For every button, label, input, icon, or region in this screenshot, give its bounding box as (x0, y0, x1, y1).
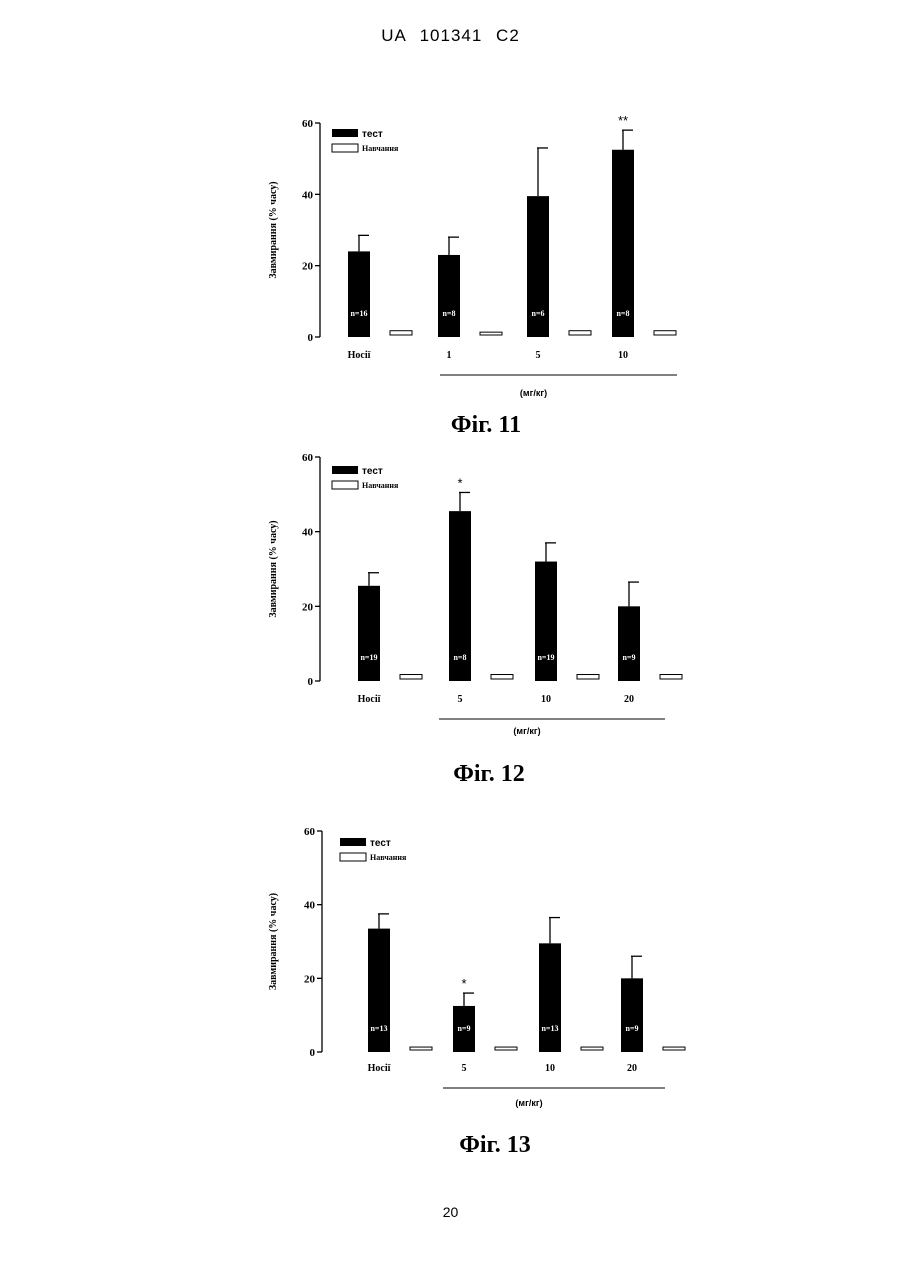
significance-marker: * (461, 976, 466, 991)
n-label: n=19 (537, 653, 554, 662)
x-category-label: 5 (536, 350, 541, 361)
y-tick-label: 60 (302, 452, 314, 464)
figure-11: 0 20 40 60 Завмирання (% часу) n=16 Носії n=8 1 n… (250, 110, 690, 460)
legend-swatch-training (340, 853, 366, 861)
bar-chart: 0 20 40 60 Завмирання (% часу) n=19 Носії n=8 * 5… (250, 446, 690, 796)
test-bar (438, 255, 460, 337)
y-tick-label: 40 (302, 527, 314, 539)
training-bar (663, 1047, 685, 1050)
n-label: n=19 (360, 653, 377, 662)
x-category-label: Носії (358, 694, 381, 705)
training-bar (495, 1047, 517, 1050)
bar-chart: 0 20 40 60 Завмирання (% часу) n=16 Носії n=8 1 n… (250, 110, 690, 460)
training-bar (400, 675, 422, 679)
x-category-label: 10 (545, 1063, 555, 1074)
training-bar (569, 331, 591, 335)
x-unit-label: (мг/кг) (515, 1098, 542, 1108)
n-label: n=6 (531, 309, 544, 318)
legend-swatch-training (332, 144, 358, 152)
legend-label-test: тест (362, 466, 383, 477)
x-category-label: 10 (541, 694, 551, 705)
legend-swatch-test (340, 838, 366, 846)
n-label: n=9 (622, 653, 635, 662)
n-label: n=8 (616, 309, 629, 318)
y-axis-title: Завмирання (% часу) (268, 181, 279, 278)
x-category-label: 10 (618, 350, 628, 361)
test-bar (539, 943, 561, 1052)
training-bar (660, 675, 682, 679)
test-bar (348, 251, 370, 337)
n-label: n=8 (453, 653, 466, 662)
y-tick-label: 60 (304, 826, 316, 838)
training-bar (410, 1047, 432, 1050)
y-axis-title: Завмирання (% часу) (268, 893, 279, 990)
test-bar (535, 562, 557, 681)
figure-caption: Фіг. 13 (459, 1132, 530, 1158)
legend-swatch-training (332, 481, 358, 489)
y-tick-label: 0 (308, 676, 314, 688)
figure-caption: Фіг. 11 (451, 412, 521, 438)
x-category-label: 20 (624, 694, 634, 705)
figure-12: 0 20 40 60 Завмирання (% часу) n=19 Носії n=8 * 5… (250, 446, 690, 796)
legend-swatch-test (332, 466, 358, 474)
test-bar (621, 978, 643, 1052)
x-category-label: 5 (462, 1063, 467, 1074)
training-bar (480, 332, 502, 335)
y-tick-label: 60 (302, 118, 314, 130)
y-tick-label: 0 (308, 332, 314, 344)
x-category-label: Носії (348, 350, 371, 361)
x-category-label: Носії (368, 1063, 391, 1074)
test-bar (358, 586, 380, 681)
n-label: n=9 (625, 1024, 638, 1033)
training-bar (491, 675, 513, 679)
legend-label-training: Навчання (362, 144, 399, 153)
legend-label-test: тест (370, 838, 391, 849)
legend-label-training: Навчання (362, 481, 399, 490)
y-tick-label: 20 (302, 601, 314, 613)
legend-label-test: тест (362, 129, 383, 140)
x-unit-label: (мг/кг) (520, 388, 547, 398)
training-bar (390, 331, 412, 335)
n-label: n=16 (350, 309, 367, 318)
test-bar (618, 606, 640, 681)
figure-caption: Фіг. 12 (453, 761, 524, 787)
y-tick-label: 40 (302, 189, 314, 201)
y-axis-title: Завмирання (% часу) (268, 520, 279, 617)
bar-chart: 0 20 40 60 Завмирання (% часу) n=13 Носії n=9 * 5… (250, 818, 690, 1168)
y-tick-label: 20 (304, 973, 316, 985)
n-label: n=8 (442, 309, 455, 318)
y-tick-label: 20 (302, 261, 314, 273)
legend-swatch-test (332, 129, 358, 137)
figure-13: 0 20 40 60 Завмирання (% часу) n=13 Носії n=9 * 5… (250, 818, 690, 1168)
training-bar (577, 675, 599, 679)
test-bar (368, 929, 390, 1052)
n-label: n=9 (457, 1024, 470, 1033)
legend-label-training: Навчання (370, 853, 407, 862)
x-category-label: 20 (627, 1063, 637, 1074)
n-label: n=13 (370, 1024, 387, 1033)
x-category-label: 1 (447, 350, 452, 361)
patent-header: UA 101341 C2 (0, 26, 901, 46)
page-number: 20 (0, 1204, 901, 1220)
x-unit-label: (мг/кг) (513, 726, 540, 736)
significance-marker: * (457, 475, 462, 490)
x-category-label: 5 (458, 694, 463, 705)
significance-marker: ** (618, 113, 628, 128)
y-tick-label: 0 (310, 1047, 316, 1059)
training-bar (654, 331, 676, 335)
training-bar (581, 1047, 603, 1050)
y-tick-label: 40 (304, 900, 316, 912)
n-label: n=13 (541, 1024, 558, 1033)
